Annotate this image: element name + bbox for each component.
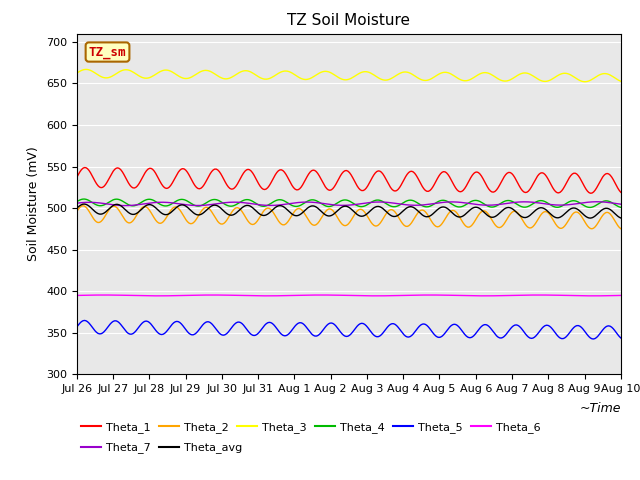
Theta_5 bbox=[141, 318, 149, 324]
Theta_4 bbox=[264, 203, 271, 208]
Theta_5 bbox=[237, 320, 244, 325]
Theta_2 bbox=[617, 226, 625, 231]
Theta_2 bbox=[589, 225, 597, 231]
Theta_5 bbox=[588, 336, 596, 342]
Theta_3 bbox=[82, 67, 90, 72]
Theta_6 bbox=[617, 292, 625, 298]
Theta_4 bbox=[255, 202, 262, 208]
Theta_7 bbox=[141, 201, 149, 206]
Theta_avg bbox=[255, 210, 262, 216]
Theta_6 bbox=[100, 292, 108, 298]
Theta_4 bbox=[312, 198, 320, 204]
Theta_5 bbox=[617, 335, 625, 341]
Theta_1 bbox=[141, 170, 149, 176]
Theta_2 bbox=[264, 205, 271, 211]
Theta_3 bbox=[141, 75, 149, 81]
Theta_6 bbox=[312, 292, 320, 298]
Theta_6 bbox=[264, 293, 271, 299]
Theta_2 bbox=[312, 222, 320, 228]
Theta_6 bbox=[73, 292, 81, 298]
Theta_3 bbox=[237, 69, 244, 75]
Theta_1 bbox=[312, 168, 320, 174]
Theta_5 bbox=[255, 330, 262, 336]
Theta_7 bbox=[617, 201, 625, 207]
Theta_6 bbox=[237, 293, 244, 299]
Theta_1 bbox=[237, 176, 244, 181]
Theta_7 bbox=[593, 199, 600, 204]
Text: ~Time: ~Time bbox=[579, 402, 621, 415]
Theta_avg bbox=[312, 204, 320, 210]
Title: TZ Soil Moisture: TZ Soil Moisture bbox=[287, 13, 410, 28]
Theta_1 bbox=[255, 181, 262, 187]
Line: Theta_avg: Theta_avg bbox=[77, 204, 621, 218]
Theta_7 bbox=[237, 200, 244, 205]
Theta_7 bbox=[264, 203, 271, 208]
Theta_7 bbox=[255, 202, 262, 207]
Line: Theta_6: Theta_6 bbox=[77, 295, 621, 296]
Theta_1 bbox=[81, 165, 88, 170]
Y-axis label: Soil Moisture (mV): Soil Moisture (mV) bbox=[28, 146, 40, 262]
Theta_avg bbox=[617, 215, 625, 221]
Theta_6 bbox=[255, 293, 262, 299]
Theta_3 bbox=[580, 79, 588, 84]
Line: Theta_5: Theta_5 bbox=[77, 321, 621, 339]
Theta_3 bbox=[255, 74, 262, 80]
Theta_2 bbox=[588, 226, 596, 232]
Theta_4 bbox=[141, 197, 149, 203]
Theta_7 bbox=[73, 200, 81, 206]
Theta_avg bbox=[81, 201, 88, 207]
Line: Theta_1: Theta_1 bbox=[77, 168, 621, 193]
Line: Theta_3: Theta_3 bbox=[77, 70, 621, 82]
Theta_4 bbox=[589, 204, 597, 209]
Theta_avg bbox=[237, 206, 244, 212]
Line: Theta_2: Theta_2 bbox=[77, 206, 621, 229]
Theta_2 bbox=[255, 216, 262, 222]
Theta_1 bbox=[617, 190, 625, 195]
Text: TZ_sm: TZ_sm bbox=[89, 46, 126, 59]
Theta_2 bbox=[237, 207, 244, 213]
Theta_2 bbox=[79, 203, 86, 209]
Theta_3 bbox=[264, 76, 271, 82]
Theta_5 bbox=[73, 324, 81, 330]
Theta_1 bbox=[589, 189, 597, 195]
Theta_3 bbox=[617, 78, 625, 84]
Theta_6 bbox=[141, 293, 149, 299]
Theta_4 bbox=[587, 204, 595, 210]
Theta_1 bbox=[587, 191, 595, 196]
Theta_3 bbox=[73, 70, 81, 76]
Theta_1 bbox=[264, 185, 271, 191]
Legend: Theta_7, Theta_avg: Theta_7, Theta_avg bbox=[77, 438, 246, 458]
Theta_4 bbox=[617, 204, 625, 210]
Theta_1 bbox=[73, 175, 81, 180]
Theta_5 bbox=[589, 336, 597, 342]
Theta_7 bbox=[588, 199, 596, 205]
Theta_2 bbox=[141, 204, 149, 209]
Line: Theta_4: Theta_4 bbox=[77, 199, 621, 207]
Theta_3 bbox=[589, 75, 597, 81]
Theta_avg bbox=[73, 205, 81, 211]
Theta_avg bbox=[141, 204, 149, 209]
Theta_7 bbox=[312, 200, 320, 205]
Theta_5 bbox=[264, 320, 271, 325]
Theta_avg bbox=[587, 215, 595, 221]
Theta_7 bbox=[122, 203, 129, 208]
Theta_4 bbox=[81, 196, 88, 202]
Theta_2 bbox=[73, 209, 81, 215]
Theta_4 bbox=[73, 199, 81, 204]
Line: Theta_7: Theta_7 bbox=[77, 202, 621, 205]
Theta_3 bbox=[312, 72, 320, 78]
Theta_5 bbox=[81, 318, 88, 324]
Theta_avg bbox=[589, 214, 597, 220]
Theta_5 bbox=[312, 333, 320, 339]
Theta_avg bbox=[264, 211, 271, 217]
Theta_4 bbox=[237, 199, 244, 205]
Theta_6 bbox=[588, 293, 596, 299]
Theta_6 bbox=[589, 293, 597, 299]
